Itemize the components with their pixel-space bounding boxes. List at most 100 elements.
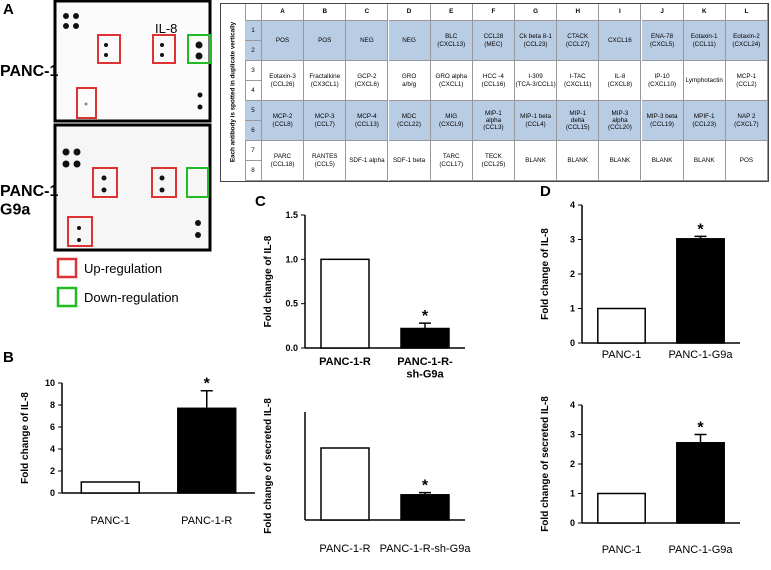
annotation: * xyxy=(422,308,429,325)
y-tick-label: 6 xyxy=(50,422,55,432)
table-cell: POS xyxy=(262,21,305,61)
column-header: C xyxy=(346,4,389,21)
table-cell: IL-8 (CXCL8) xyxy=(599,61,642,101)
table-cell: MIP-3 beta (CCL19) xyxy=(641,101,684,141)
table-cell: RANTES (CCL5) xyxy=(304,141,347,181)
blot-label: PANC-1 xyxy=(0,63,58,80)
table-cell: BLANK xyxy=(683,141,726,181)
table-cell: SDF-1 beta xyxy=(388,141,431,181)
legend-label: Down-regulation xyxy=(84,290,179,305)
panel-label: B xyxy=(3,349,14,366)
y-tick-label: 2 xyxy=(50,466,55,476)
table-cell: ENA-78 (CXCL5) xyxy=(641,21,684,61)
bar xyxy=(676,238,725,344)
blot-label: PANC-1 G9a xyxy=(0,183,58,218)
table-cell: IP-10 (CXCL10) xyxy=(641,61,684,101)
table-cell: GCP-2 (CXCL6) xyxy=(346,61,389,101)
y-tick-label: 10 xyxy=(45,378,55,388)
y-tick-label: 4 xyxy=(570,200,575,210)
column-header: E xyxy=(430,4,473,21)
error-bar xyxy=(419,491,431,495)
table-cell: MIP-3 alpha (CCL20) xyxy=(599,101,642,141)
blot-images xyxy=(53,0,212,308)
table-cell: POS xyxy=(304,21,347,61)
marker-label: IL-8 xyxy=(155,21,177,36)
side-label: Each antibody is spotted in duplicate ve… xyxy=(229,21,237,163)
table-cell: NEG xyxy=(388,21,431,61)
row-number: 1 xyxy=(245,21,262,41)
x-tick-label: PANC-1-G9a xyxy=(669,349,734,361)
row-number: 8 xyxy=(245,161,262,181)
table-cell: PARC (CCL18) xyxy=(262,141,305,181)
table-cell: MCP-3 (CCL7) xyxy=(304,101,347,141)
antibody-table: Each antibody is spotted in duplicate ve… xyxy=(220,3,769,182)
table-cell: BLANK xyxy=(557,141,600,181)
table-cell: Ck beta 8-1 (CCL23) xyxy=(515,21,558,61)
table-cell: MPIF-1 (CCL23) xyxy=(683,101,726,141)
row-number: 6 xyxy=(245,121,262,141)
x-tick-label: PANC-1 xyxy=(602,349,642,361)
annotation: * xyxy=(422,478,429,495)
table-cell: GRO alpha (CXCL1) xyxy=(430,61,473,101)
y-tick-label: 2 xyxy=(570,459,575,469)
annotation: * xyxy=(204,376,211,393)
bar xyxy=(320,447,370,521)
x-tick-label: PANC-1 xyxy=(602,544,642,556)
table-cell: CCL28 (MEC) xyxy=(472,21,515,61)
table-cell: I-TAC (CXCL11) xyxy=(557,61,600,101)
panel-label: C xyxy=(255,193,266,210)
y-axis-label: Fold change of IL-8 xyxy=(540,228,551,320)
table-cell: TARC (CCL17) xyxy=(430,141,473,181)
table-cell: BLANK xyxy=(599,141,642,181)
y-tick-label: 1 xyxy=(570,304,575,314)
column-header: A xyxy=(262,4,305,21)
table-cell: GRO a/b/g xyxy=(388,61,431,101)
table-cell: NAP 2 (CXCL7) xyxy=(725,101,768,141)
column-header: F xyxy=(472,4,515,21)
bar xyxy=(676,442,725,524)
y-tick-label: 0 xyxy=(50,488,55,498)
header-cell xyxy=(245,4,262,21)
x-tick-label: PANC-1-R xyxy=(181,515,232,527)
x-tick-label: PANC-1-G9a xyxy=(669,544,734,556)
column-header: J xyxy=(641,4,684,21)
table-cell: HCC -4 (CCL16) xyxy=(472,61,515,101)
row-number: 2 xyxy=(245,41,262,61)
table-cell: POS xyxy=(725,141,768,181)
error-bar xyxy=(694,433,707,443)
table-cell: CXCL16 xyxy=(599,21,642,61)
table-cell: CTACK (CCL27) xyxy=(557,21,600,61)
y-tick-label: 3 xyxy=(570,235,575,245)
table-cell: MIP-1 delta (CCL15) xyxy=(557,101,600,141)
annotation: * xyxy=(697,420,704,437)
column-header: B xyxy=(304,4,347,21)
panel-label: D xyxy=(540,183,551,200)
table-cell: Eotaxin-1 (CCL11) xyxy=(683,21,726,61)
column-header: I xyxy=(599,4,642,21)
y-tick-label: 3 xyxy=(570,430,575,440)
x-tick-label: PANC-1-R-sh-G9a xyxy=(380,543,472,555)
y-tick-label: 8 xyxy=(50,400,55,410)
table-cell: NEG xyxy=(346,21,389,61)
table-cell: MCP-4 (CCL13) xyxy=(346,101,389,141)
table-cell: Lymphotactin xyxy=(683,61,726,101)
y-tick-label: 0 xyxy=(570,518,575,528)
y-axis-label: Fold change of IL-8 xyxy=(263,235,274,327)
table-cell: BLANK xyxy=(515,141,558,181)
bar xyxy=(80,481,140,494)
y-tick-label: 0.5 xyxy=(285,299,298,309)
table-cell: MIG (CXCL9) xyxy=(430,101,473,141)
column-header: H xyxy=(557,4,600,21)
y-tick-label: 1.5 xyxy=(285,210,298,220)
bar xyxy=(597,307,646,344)
row-number: 3 xyxy=(245,61,262,81)
bar xyxy=(597,492,646,524)
y-axis-label: Fold change of IL-8 xyxy=(20,392,31,484)
table-cell: TECK (CCL25) xyxy=(472,141,515,181)
table-cell: SDF-1 alpha xyxy=(346,141,389,181)
column-header: G xyxy=(515,4,558,21)
table-cell: MCP-1 (CCL2) xyxy=(725,61,768,101)
x-tick-label: PANC-1 xyxy=(90,515,130,527)
